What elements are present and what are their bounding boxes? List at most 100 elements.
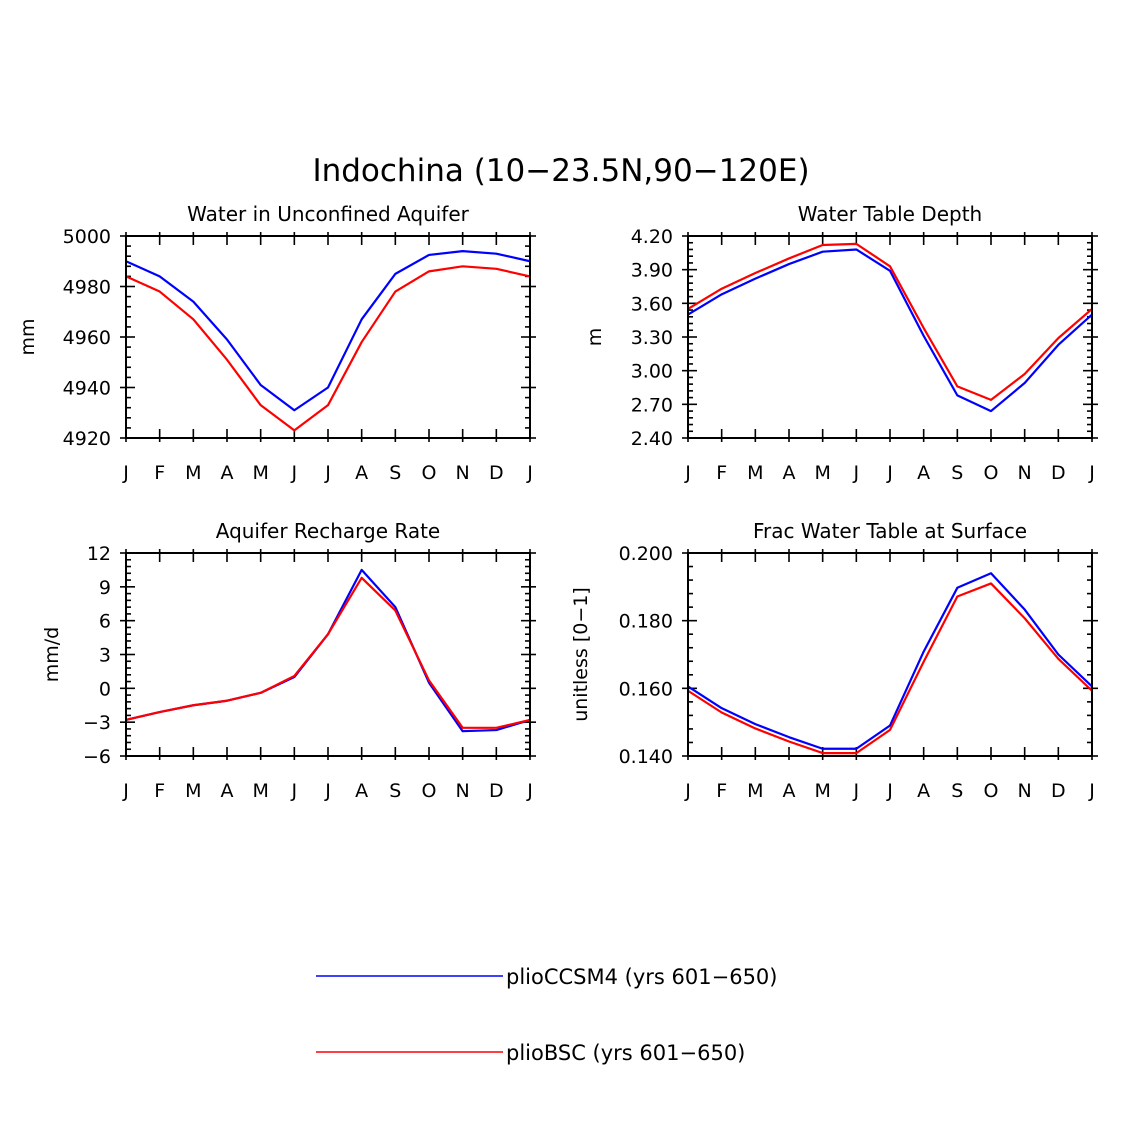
x-tick-label: F (154, 462, 165, 484)
x-tick-label: M (747, 462, 763, 484)
series-line-plioBSC (125, 576, 531, 729)
x-tick-label: J (853, 780, 860, 802)
x-tick-label: F (716, 462, 727, 484)
plot-frame (687, 235, 1093, 439)
x-tick-label: O (422, 462, 437, 484)
x-tick-label: M (252, 462, 268, 484)
x-tick-label: S (951, 462, 963, 484)
x-tick-label: M (747, 780, 763, 802)
x-tick-label: D (1051, 780, 1066, 802)
legend: plioCCSM4 (yrs 601−650) plioBSC (yrs 601… (316, 965, 777, 1065)
y-tick-label: 0.180 (619, 611, 673, 633)
y-tick-label: 3.60 (631, 293, 673, 315)
x-tick-label: J (324, 462, 331, 484)
x-tick-label: J (291, 462, 298, 484)
series-line-plioBSC (687, 582, 1093, 755)
y-tick-label: 0.200 (619, 543, 673, 565)
x-tick-label: D (489, 780, 504, 802)
x-tick-label: S (389, 462, 401, 484)
x-tick-label: J (291, 780, 298, 802)
panel-title: Water in Unconfined Aquifer (187, 202, 470, 226)
x-tick-label: J (886, 780, 893, 802)
plot-frame (687, 552, 1093, 757)
legend-label-plioBSC: plioBSC (yrs 601−650) (506, 1041, 745, 1065)
x-tick-label: D (489, 462, 504, 484)
x-tick-label: J (324, 780, 331, 802)
x-tick-label: J (526, 780, 533, 802)
x-tick-label: O (422, 780, 437, 802)
y-tick-label: 9 (99, 577, 111, 599)
y-tick-label: 5000 (63, 226, 111, 248)
x-tick-label: J (853, 462, 860, 484)
x-tick-label: J (526, 462, 533, 484)
x-tick-label: M (185, 780, 201, 802)
x-tick-label: D (1051, 462, 1066, 484)
x-tick-label: J (1088, 462, 1095, 484)
x-tick-label: S (389, 780, 401, 802)
x-tick-label: M (814, 462, 830, 484)
x-tick-label: N (1018, 780, 1032, 802)
x-tick-label: J (1088, 780, 1095, 802)
panel-title: Frac Water Table at Surface (753, 519, 1027, 543)
panel-title: Water Table Depth (798, 202, 982, 226)
y-tick-label: 4.20 (631, 226, 673, 248)
panel-title: Aquifer Recharge Rate (216, 519, 441, 543)
x-tick-label: A (355, 780, 368, 802)
x-tick-label: A (917, 780, 930, 802)
x-tick-label: M (814, 780, 830, 802)
x-tick-label: S (951, 780, 963, 802)
chart-panel-4: Frac Water Table at Surface unitless [0−1… (570, 519, 1098, 802)
y-tick-label: 4980 (63, 277, 111, 299)
series-line-plioCCSM4 (125, 250, 531, 412)
y-tick-label: 3 (99, 645, 111, 667)
y-tick-label: 6 (99, 611, 111, 633)
y-axis-label: m (584, 328, 606, 347)
y-tick-label: 2.40 (631, 428, 673, 450)
x-tick-label: A (783, 780, 796, 802)
x-tick-label: J (684, 462, 691, 484)
plot-frame (125, 235, 531, 439)
y-tick-label: 0.160 (619, 678, 673, 700)
x-tick-label: J (886, 462, 893, 484)
series-line-plioBSC (687, 242, 1093, 401)
y-tick-label: 4960 (63, 327, 111, 349)
x-tick-label: M (185, 462, 201, 484)
series-line-plioCCSM4 (687, 572, 1093, 750)
series-line-plioCCSM4 (687, 248, 1093, 413)
y-tick-label: 3.90 (631, 260, 673, 282)
x-tick-label: A (917, 462, 930, 484)
y-tick-label: −3 (83, 712, 111, 734)
x-tick-label: A (221, 780, 234, 802)
x-tick-label: N (456, 780, 470, 802)
x-tick-label: J (684, 780, 691, 802)
x-tick-label: A (355, 462, 368, 484)
y-axis-label: mm/d (41, 627, 63, 682)
y-tick-label: 3.30 (631, 327, 673, 349)
plot-frame (125, 552, 531, 757)
legend-item-plioCCSM4: plioCCSM4 (yrs 601−650) (316, 965, 777, 989)
x-tick-label: J (122, 780, 129, 802)
legend-item-plioBSC: plioBSC (yrs 601−650) (316, 1041, 745, 1065)
x-tick-label: O (984, 780, 999, 802)
x-tick-label: M (252, 780, 268, 802)
y-tick-label: 4920 (63, 428, 111, 450)
x-tick-label: A (783, 462, 796, 484)
x-tick-label: N (456, 462, 470, 484)
y-tick-label: 3.00 (631, 361, 673, 383)
y-tick-label: 12 (87, 543, 111, 565)
x-tick-label: A (221, 462, 234, 484)
figure-title: Indochina (10−23.5N,90−120E) (312, 153, 809, 189)
y-tick-label: 4940 (63, 378, 111, 400)
y-axis-label: unitless [0−1] (570, 587, 592, 722)
y-axis-label: mm (17, 318, 39, 355)
x-tick-label: J (122, 462, 129, 484)
y-tick-label: 0 (99, 678, 111, 700)
legend-label-plioCCSM4: plioCCSM4 (yrs 601−650) (506, 965, 777, 989)
x-tick-label: O (984, 462, 999, 484)
series-line-plioBSC (125, 265, 531, 432)
